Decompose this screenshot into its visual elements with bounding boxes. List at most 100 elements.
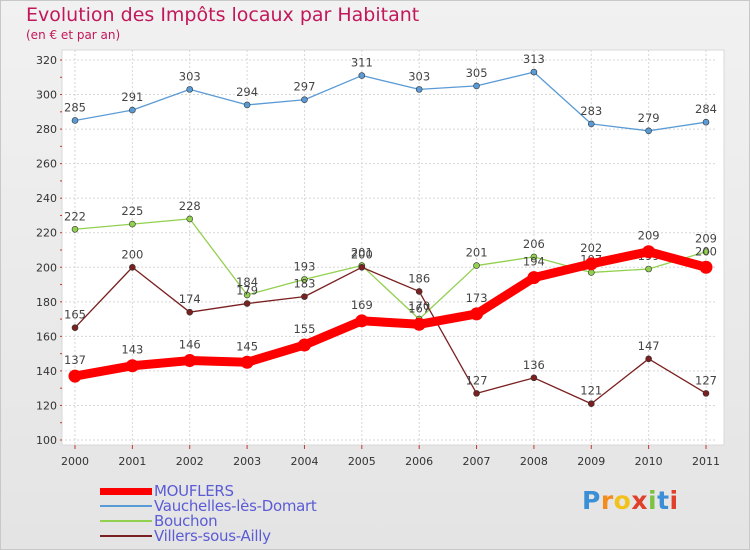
series-mouflers: 137 143 146 145 155 169 167 173 194 202 209 200 [64, 229, 717, 383]
x-tick-label: 2009 [577, 455, 605, 468]
data-point [527, 271, 541, 285]
y-tick-label: 260 [36, 158, 57, 171]
x-tick-label: 2000 [61, 455, 89, 468]
legend-swatch [100, 505, 152, 507]
data-label: 200 [121, 247, 143, 261]
data-label: 167 [408, 301, 430, 315]
data-point [584, 257, 598, 271]
data-label: 311 [351, 56, 373, 70]
data-point [68, 369, 82, 383]
data-point [297, 338, 311, 352]
data-point [358, 72, 366, 79]
data-point [243, 300, 251, 307]
data-label: 137 [64, 353, 86, 367]
data-label: 285 [64, 100, 86, 114]
data-label: 202 [580, 241, 602, 255]
x-tick-label: 2003 [233, 455, 261, 468]
legend-label: Bouchon [154, 512, 218, 530]
data-label: 297 [293, 80, 315, 94]
x-tick-label: 2002 [176, 455, 204, 468]
data-point [470, 307, 484, 321]
data-point [699, 260, 713, 274]
data-label: 209 [638, 229, 660, 243]
data-point [129, 106, 136, 114]
y-tick-label: 200 [36, 261, 57, 274]
y-tick-label: 300 [36, 89, 57, 102]
series-line [74, 266, 707, 405]
data-label: 170 [408, 299, 430, 313]
chart-title: Evolution des Impôts locaux par Habitant [26, 4, 420, 26]
x-tick-label: 2006 [405, 455, 433, 468]
data-label: 209 [695, 232, 717, 246]
data-point [129, 263, 136, 271]
data-point [702, 118, 710, 126]
data-point [71, 324, 79, 332]
logo-letter: t [657, 486, 670, 515]
data-label: 146 [179, 338, 201, 352]
x-tick-label: 2005 [348, 455, 376, 468]
data-label: 200 [351, 247, 373, 261]
series-line [70, 247, 711, 381]
legend-swatch [100, 488, 152, 495]
data-label: 179 [236, 284, 258, 298]
data-label: 143 [121, 343, 143, 357]
data-point [645, 355, 652, 363]
legend-label: Vauchelles-lès-Domart [154, 497, 317, 515]
data-point [301, 276, 308, 283]
data-point [473, 390, 480, 397]
data-point [587, 120, 595, 128]
legend-swatch [100, 520, 152, 522]
y-tick-label: 160 [36, 330, 57, 343]
y-tick-label: 220 [36, 227, 57, 240]
x-tick-label: 2008 [520, 455, 548, 468]
x-tick-label: 2004 [290, 455, 318, 468]
data-point [358, 263, 366, 271]
data-point [473, 262, 480, 269]
data-label: 291 [121, 90, 143, 104]
data-label: 313 [523, 52, 545, 66]
data-point [702, 390, 710, 397]
data-label: 305 [466, 66, 488, 80]
y-tick-label: 240 [36, 192, 57, 205]
data-label: 206 [523, 237, 545, 251]
data-label: 155 [293, 322, 315, 336]
data-point [473, 82, 480, 90]
data-label: 127 [466, 373, 488, 387]
data-label: 169 [351, 298, 373, 312]
data-label: 147 [638, 339, 660, 353]
data-point [243, 101, 251, 109]
data-point [415, 86, 423, 93]
data-label: 194 [523, 255, 545, 269]
data-label: 174 [179, 292, 201, 306]
data-point [587, 269, 595, 276]
logo-letter: o [613, 486, 632, 515]
data-point [530, 68, 538, 76]
y-tick-label: 100 [36, 434, 57, 447]
series-villers-sous-ailly: 165 200 174 179 183 200 186 127 136 121 147 127 [64, 247, 717, 408]
data-point [71, 225, 79, 233]
logo-letter: r [600, 486, 614, 515]
legend-swatch [100, 535, 152, 537]
x-tick-label: 2001 [118, 455, 146, 468]
data-point [186, 215, 194, 223]
data-label: 303 [179, 69, 201, 83]
legend-label: Villers-sous-Ailly [154, 527, 271, 545]
data-point [645, 265, 652, 273]
data-point [71, 117, 79, 124]
logo-letter: i [669, 486, 679, 515]
data-label: 294 [236, 85, 258, 99]
data-point [183, 354, 197, 368]
data-point [355, 314, 369, 328]
data-label: 173 [466, 291, 488, 305]
data-label: 145 [236, 339, 258, 353]
series-vauchelles-l-s-domart: 285 291 303 294 297 311 303 305 313 283 279 284 [64, 52, 717, 135]
data-label: 165 [64, 308, 86, 322]
logo-letter: i [648, 486, 658, 515]
data-label: 201 [351, 246, 373, 260]
data-point [186, 86, 194, 93]
plot-area [61, 49, 725, 446]
chart-subtitle: (en € et par an) [26, 28, 121, 42]
data-point [415, 288, 423, 295]
y-tick-label: 320 [36, 54, 57, 67]
data-label: 186 [408, 271, 430, 285]
